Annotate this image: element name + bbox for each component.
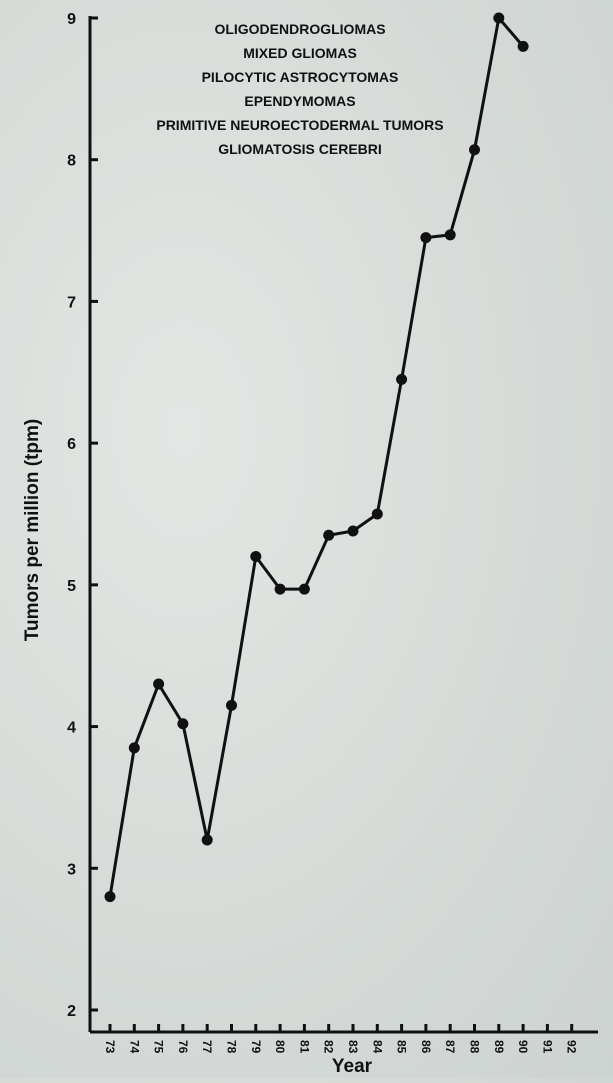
- data-point: [274, 583, 286, 595]
- axes: [88, 16, 598, 1034]
- x-tick-label: 75: [152, 1040, 166, 1054]
- annotation-block: OLIGODENDROGLIOMAS MIXED GLIOMAS PILOCYTIC…: [156, 21, 443, 157]
- x-tick-label: 85: [395, 1040, 409, 1054]
- y-tick-label: 2: [67, 1003, 76, 1020]
- data-point: [128, 742, 140, 754]
- annotation-line: OLIGODENDROGLIOMAS: [214, 21, 385, 37]
- annotation-line: PRIMITIVE NEUROECTODERMAL TUMORS: [156, 117, 443, 133]
- y-tick-label: 3: [67, 861, 76, 878]
- data-point: [371, 508, 383, 520]
- y-tick-label: 6: [67, 436, 76, 453]
- annotation-line: PILOCYTIC ASTROCYTOMAS: [202, 69, 399, 85]
- annotation-line: GLIOMATOSIS CEREBRI: [218, 141, 382, 157]
- x-tick-label: 78: [225, 1040, 239, 1054]
- x-tick-label: 92: [565, 1040, 579, 1054]
- x-tick-label: 80: [273, 1040, 287, 1054]
- y-tick-label: 9: [67, 11, 76, 28]
- data-point: [153, 678, 165, 690]
- x-tick-label: 88: [468, 1040, 482, 1054]
- x-ticks: 73 74 75 76 77 78 79 80 81 82 83 84 85 86 87 88 89 90 91 92: [103, 1024, 579, 1054]
- x-tick-label: 90: [516, 1040, 530, 1054]
- y-axis-label: Tumors per million (tpm): [22, 419, 43, 641]
- y-tick-label: 7: [67, 294, 76, 311]
- x-tick-label: 83: [346, 1040, 360, 1054]
- x-tick-label: 74: [127, 1040, 141, 1054]
- data-point: [517, 40, 529, 52]
- data-point: [493, 12, 505, 24]
- data-point: [201, 834, 213, 846]
- x-tick-label: 76: [176, 1040, 190, 1054]
- x-tick-label: 91: [540, 1040, 554, 1054]
- annotation-line: EPENDYMOMAS: [244, 93, 355, 109]
- x-axis-label: Year: [332, 1056, 373, 1077]
- series: [108, 16, 525, 897]
- series-line: [108, 16, 525, 897]
- y-tick-label: 4: [67, 720, 76, 737]
- data-point: [420, 232, 432, 244]
- data-point: [396, 373, 408, 385]
- data-point: [347, 525, 359, 537]
- x-tick-label: 84: [370, 1040, 384, 1054]
- data-point: [298, 583, 310, 595]
- data-point: [323, 529, 335, 541]
- x-tick-label: 73: [103, 1040, 117, 1054]
- x-tick-label: 89: [492, 1040, 506, 1054]
- data-point: [250, 551, 262, 563]
- y-tick-label: 8: [67, 153, 76, 170]
- x-tick-label: 81: [297, 1040, 311, 1054]
- data-point: [104, 891, 116, 903]
- annotation-line: MIXED GLIOMAS: [243, 45, 357, 61]
- y-ticks: 2 3 4 5 6 7 8 9: [67, 11, 98, 1020]
- x-tick-label: 79: [249, 1040, 263, 1054]
- x-tick-label: 86: [419, 1040, 433, 1054]
- x-tick-label: 87: [443, 1040, 457, 1054]
- data-point: [469, 144, 480, 156]
- x-tick-label: 77: [200, 1040, 214, 1054]
- data-point: [444, 229, 456, 241]
- data-point: [226, 699, 237, 711]
- data-points: [104, 12, 529, 903]
- data-point: [177, 718, 189, 730]
- y-tick-label: 5: [67, 578, 76, 595]
- x-tick-label: 82: [322, 1040, 336, 1054]
